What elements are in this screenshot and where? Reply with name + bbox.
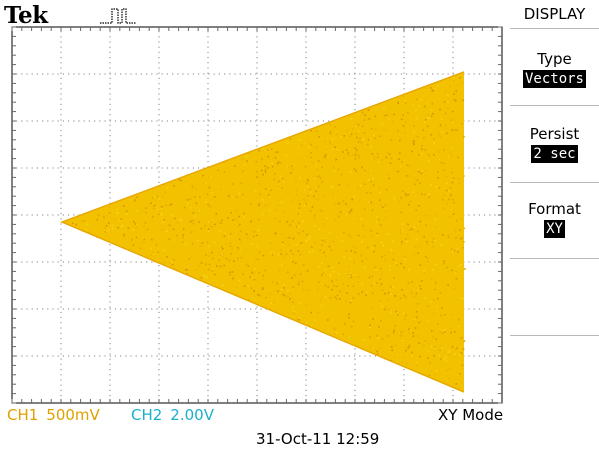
datetime-readout: 31-Oct-11 12:59 bbox=[256, 430, 380, 448]
ch1-scale: 500mV bbox=[46, 406, 100, 424]
menu-item-persist[interactable]: Persist 2 sec bbox=[510, 125, 599, 163]
menu-item-format-label: Format bbox=[528, 200, 581, 218]
xy-trace bbox=[59, 71, 466, 393]
menu-divider bbox=[510, 258, 599, 259]
trace-fill bbox=[62, 72, 464, 392]
display-menu: DISPLAY Type Vectors Persist 2 sec Forma… bbox=[510, 0, 599, 455]
menu-item-persist-label: Persist bbox=[529, 125, 580, 143]
ch2-scale: 2.00V bbox=[170, 406, 214, 424]
menu-item-format-value: XY bbox=[544, 220, 565, 238]
menu-divider bbox=[510, 182, 599, 183]
trigger-pulse-icon bbox=[100, 8, 136, 24]
brand-logo: Tek bbox=[4, 2, 48, 29]
ch1-label: CH1 bbox=[7, 406, 39, 424]
menu-item-format[interactable]: Format XY bbox=[510, 200, 599, 238]
menu-divider bbox=[510, 105, 599, 106]
menu-divider bbox=[510, 335, 599, 336]
menu-item-type[interactable]: Type Vectors bbox=[510, 50, 599, 88]
menu-title: DISPLAY bbox=[523, 5, 586, 23]
ch2-label: CH2 bbox=[131, 406, 163, 424]
menu-item-type-label: Type bbox=[537, 50, 572, 68]
menu-divider bbox=[510, 28, 599, 29]
ch2-readout: CH2 2.00V bbox=[131, 406, 214, 424]
mode-indicator: XY Mode bbox=[438, 406, 504, 424]
graticule bbox=[11, 26, 503, 404]
menu-item-type-value: Vectors bbox=[522, 70, 586, 88]
ch1-readout: CH1 500mV bbox=[7, 406, 100, 424]
menu-item-persist-value: 2 sec bbox=[531, 145, 578, 163]
trace-edge bbox=[59, 71, 465, 393]
